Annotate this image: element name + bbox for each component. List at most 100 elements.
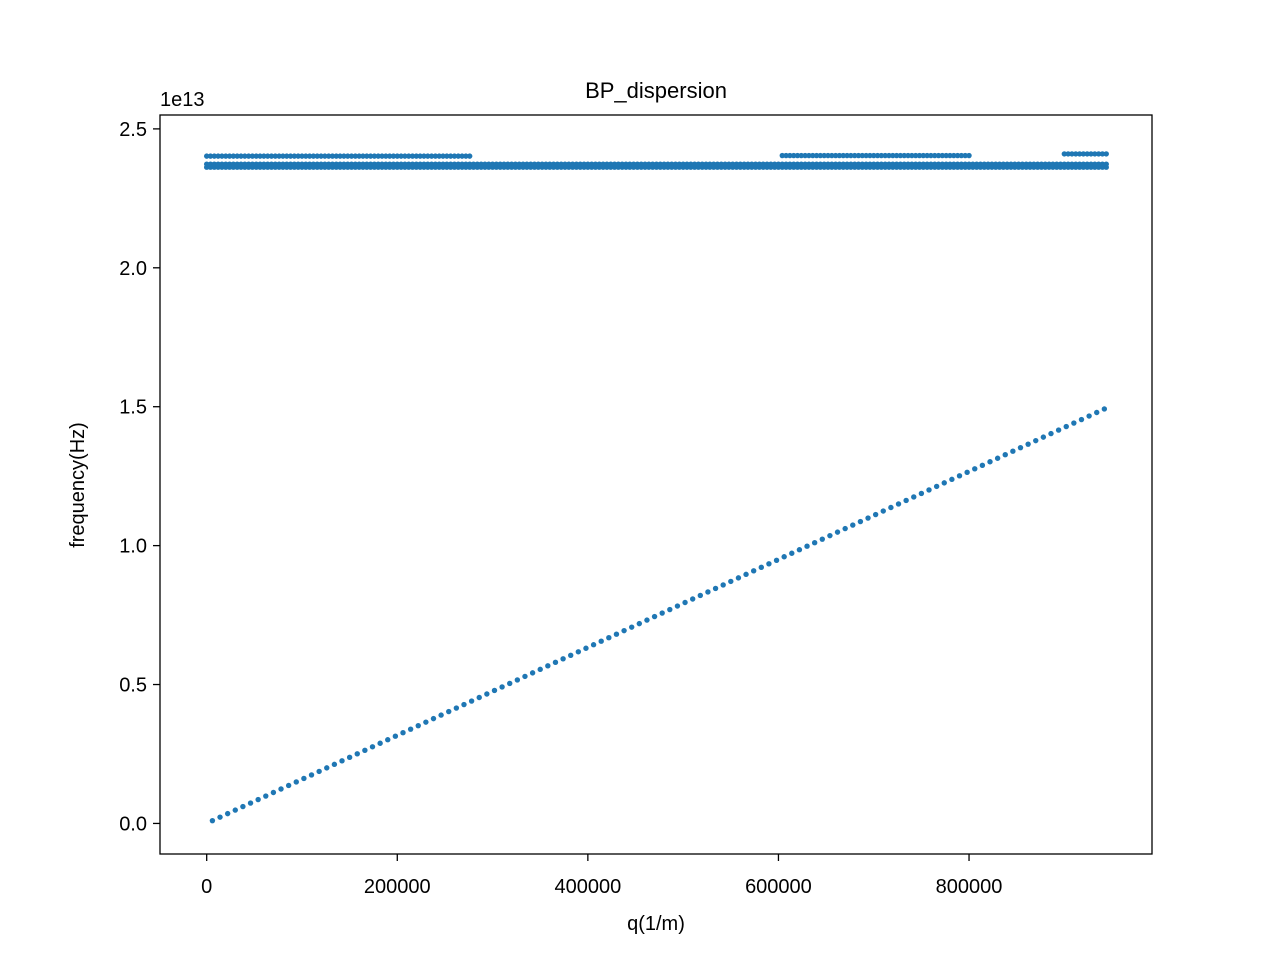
data-point xyxy=(535,161,542,167)
data-point xyxy=(497,161,503,167)
data-point xyxy=(848,161,854,167)
data-point xyxy=(867,161,873,167)
data-point xyxy=(644,617,650,623)
data-point xyxy=(750,568,757,574)
data-point xyxy=(447,161,454,167)
data-point xyxy=(705,589,711,595)
data-point xyxy=(802,152,808,159)
x-tick-label: 800000 xyxy=(936,876,1003,898)
data-point xyxy=(255,796,261,803)
data-point xyxy=(383,161,389,167)
data-point xyxy=(337,161,343,167)
data-point xyxy=(436,161,442,167)
data-point xyxy=(703,161,709,167)
data-point xyxy=(406,153,412,159)
data-point xyxy=(280,153,286,159)
data-point xyxy=(924,152,930,159)
data-point xyxy=(234,153,240,159)
data-point xyxy=(798,161,805,167)
data-point xyxy=(223,161,229,167)
data-point xyxy=(446,708,452,715)
data-point xyxy=(1099,151,1106,157)
x-axis-label: q(1/m) xyxy=(627,913,685,935)
data-point xyxy=(783,161,789,167)
data-point xyxy=(1071,420,1077,426)
data-point xyxy=(964,469,970,476)
data-point xyxy=(789,550,795,556)
data-point xyxy=(680,161,686,167)
data-point xyxy=(947,161,953,167)
data-point xyxy=(276,161,282,167)
data-point xyxy=(791,161,797,167)
data-point xyxy=(430,715,437,722)
data-point xyxy=(867,152,873,159)
data-point xyxy=(207,153,214,159)
data-point xyxy=(817,152,824,159)
data-point xyxy=(842,525,848,532)
data-point xyxy=(749,161,755,167)
data-point xyxy=(657,161,663,167)
data-point xyxy=(203,153,210,159)
data-point xyxy=(1061,161,1068,167)
data-point xyxy=(604,161,610,167)
data-point xyxy=(367,153,374,159)
data-point xyxy=(352,161,359,167)
data-point xyxy=(1092,161,1098,167)
data-point xyxy=(684,161,690,167)
data-point xyxy=(223,153,229,159)
data-point xyxy=(665,161,671,167)
data-point xyxy=(781,554,787,560)
data-point xyxy=(850,522,856,528)
data-point xyxy=(238,161,244,167)
data-point xyxy=(284,153,290,159)
data-point xyxy=(903,497,909,504)
data-point xyxy=(463,153,469,159)
data-point xyxy=(863,161,869,167)
data-point xyxy=(1002,452,1008,458)
data-point xyxy=(909,152,915,159)
data-point xyxy=(667,606,673,613)
data-point xyxy=(949,476,955,483)
data-point xyxy=(779,161,785,167)
data-point xyxy=(825,161,831,167)
data-point xyxy=(489,161,496,167)
data-point xyxy=(1076,161,1083,167)
data-point xyxy=(428,153,435,159)
data-point xyxy=(943,152,949,159)
data-point xyxy=(1080,161,1087,167)
data-point xyxy=(520,161,526,167)
data-point xyxy=(966,161,972,167)
data-point xyxy=(901,152,907,159)
data-point xyxy=(436,153,442,159)
data-point xyxy=(926,487,932,493)
data-point xyxy=(264,161,271,167)
data-point xyxy=(333,161,339,167)
data-point xyxy=(240,803,246,810)
data-point xyxy=(364,153,370,159)
data-point xyxy=(653,161,660,167)
data-point xyxy=(585,161,591,167)
data-point xyxy=(981,161,987,167)
data-point xyxy=(888,504,894,511)
data-point xyxy=(295,161,301,167)
data-point xyxy=(619,161,625,167)
data-point xyxy=(499,684,505,690)
data-point xyxy=(943,161,949,167)
data-point xyxy=(1088,161,1094,167)
data-point xyxy=(562,161,568,167)
data-point xyxy=(733,161,740,167)
data-point xyxy=(398,161,404,167)
data-point xyxy=(813,152,820,159)
data-point xyxy=(947,152,953,159)
data-point xyxy=(1073,151,1079,157)
data-point xyxy=(512,161,519,167)
data-point xyxy=(821,161,827,167)
data-point xyxy=(230,161,237,167)
data-point xyxy=(253,153,259,159)
data-point xyxy=(893,152,900,159)
data-point xyxy=(558,161,564,167)
data-point xyxy=(773,557,780,563)
data-points xyxy=(203,151,1109,824)
data-point xyxy=(1034,161,1041,167)
data-point xyxy=(568,652,574,658)
